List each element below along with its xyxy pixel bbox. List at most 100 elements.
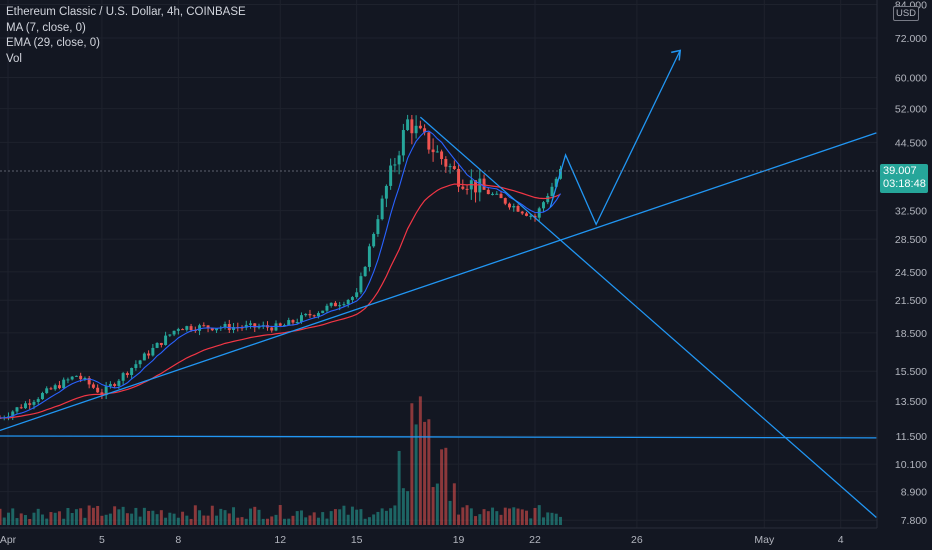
trend-drawings[interactable] <box>0 49 877 518</box>
volume-bars <box>0 396 562 525</box>
bar-countdown: 03:18:48 <box>883 178 926 190</box>
price-tick-label: 24.500 <box>895 267 927 279</box>
candle-body <box>19 407 23 409</box>
volume-bar <box>444 447 448 525</box>
candle-body <box>79 375 83 380</box>
ema-line <box>0 183 561 419</box>
candle-body <box>380 198 384 220</box>
candle-body <box>410 119 414 134</box>
volume-bar <box>465 505 469 525</box>
price-tick-label: 28.500 <box>895 234 927 246</box>
candle-body <box>495 193 499 195</box>
volume-bar <box>499 514 503 525</box>
volume-bar <box>418 396 422 525</box>
candle-body <box>45 388 49 394</box>
price-axis[interactable]: 84.00072.00060.00052.00044.50039.00732.5… <box>895 0 927 527</box>
volume-bar <box>452 483 456 525</box>
ema-legend[interactable]: EMA (29, close, 0) <box>6 37 100 49</box>
candle-body <box>448 166 452 168</box>
volume-bar <box>28 518 32 525</box>
support-trendline[interactable] <box>0 132 877 432</box>
volume-bar <box>342 505 346 525</box>
time-axis[interactable]: Apr 5 8 12 15 19 22 26 May 4 <box>0 534 844 546</box>
volume-bar <box>232 507 236 525</box>
volume-bar <box>15 518 19 525</box>
candle-body <box>427 132 431 150</box>
candle-body <box>138 360 142 365</box>
volume-bar <box>329 511 333 525</box>
volume-bar <box>87 505 91 525</box>
volume-bar <box>57 511 61 525</box>
candle-body <box>74 375 78 377</box>
price-tick-label: 60.000 <box>895 73 927 85</box>
price-tick-label: 18.500 <box>895 328 927 340</box>
candle-body <box>282 325 286 327</box>
chart-grid <box>0 0 877 528</box>
candle-body <box>516 205 520 212</box>
candle-body <box>164 335 168 345</box>
candle-body <box>104 386 108 396</box>
volume-bar <box>516 508 520 525</box>
volume-bar <box>410 403 414 525</box>
volume-bar <box>287 518 291 525</box>
candle-body <box>185 326 189 330</box>
candle-body <box>376 219 380 234</box>
volume-bar <box>53 512 57 525</box>
volume-bar <box>168 512 172 525</box>
candle-body <box>223 323 227 328</box>
horizontal-level[interactable] <box>0 435 877 439</box>
time-tick-label: May <box>754 534 775 546</box>
candle-body <box>96 387 100 393</box>
volume-bar <box>70 512 74 525</box>
volume-bar <box>457 514 461 525</box>
candle-body <box>121 373 125 381</box>
volume-bar <box>164 517 168 525</box>
candle-body <box>401 130 405 156</box>
time-tick-label: Apr <box>0 534 17 546</box>
candle-body <box>181 329 185 331</box>
axis-corner[interactable] <box>877 528 932 550</box>
price-tick-label: 10.100 <box>895 459 927 471</box>
volume-bar <box>66 507 70 525</box>
volume-bar <box>376 511 380 525</box>
volume-bar <box>295 511 299 525</box>
candle-body <box>346 299 350 305</box>
candle-body <box>83 377 87 380</box>
candle-body <box>198 325 202 331</box>
volume-bar <box>508 508 512 525</box>
candle-body <box>457 168 461 187</box>
volume-bar <box>270 516 274 525</box>
volume-legend[interactable]: Vol <box>6 52 22 65</box>
candle-body <box>503 198 507 204</box>
volume-bar <box>299 510 303 525</box>
price-tick-label: 13.500 <box>895 396 927 408</box>
volume-bar <box>142 507 146 525</box>
candle-body <box>338 305 342 307</box>
candle-body <box>491 193 495 195</box>
volume-bar <box>461 507 465 525</box>
volume-bar <box>384 510 388 525</box>
resistance-trendline[interactable] <box>419 116 877 518</box>
price-tick-label: 8.900 <box>901 487 927 499</box>
currency-label[interactable]: USD <box>893 6 919 21</box>
symbol-title[interactable]: Ethereum Classic / U.S. Dollar, 4h, COIN… <box>6 6 246 18</box>
volume-bar <box>253 506 257 525</box>
volume-bar <box>134 507 138 525</box>
candle-body <box>57 385 61 389</box>
price-tick-label: 32.500 <box>895 206 927 218</box>
ma-legend[interactable]: MA (7, close, 0) <box>6 21 86 34</box>
candle-body <box>291 320 295 323</box>
candle-body <box>418 125 422 129</box>
candle-body <box>486 189 490 195</box>
candle-body <box>482 178 486 190</box>
volume-bar <box>227 513 231 525</box>
volume-bar <box>79 508 83 525</box>
candle-body <box>350 297 354 300</box>
projection-path[interactable] <box>549 50 681 226</box>
volume-bar <box>151 510 155 525</box>
candle-body <box>274 323 278 331</box>
volume-bar <box>193 505 197 525</box>
candle-body <box>308 313 312 316</box>
candle-body <box>189 326 193 331</box>
